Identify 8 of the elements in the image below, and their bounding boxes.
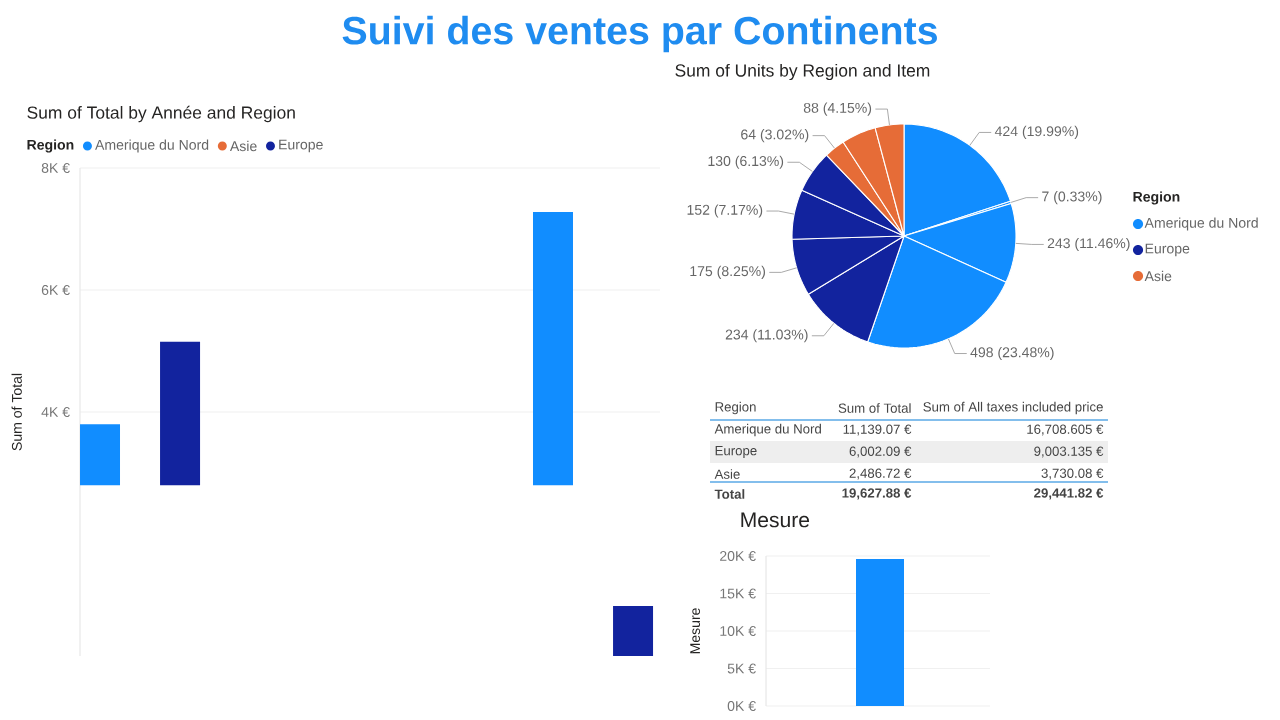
chart-title: Mesure [741,512,810,528]
bar [160,341,201,486]
bar [80,424,121,486]
bar [613,605,654,656]
chart-title: Suivi des ventes par Continents [342,15,937,53]
bar [533,211,573,486]
chart-subtitle: Sum of Total by Année and Region [27,105,295,123]
chart-title: Sum of Units by Region and Item [675,63,930,81]
